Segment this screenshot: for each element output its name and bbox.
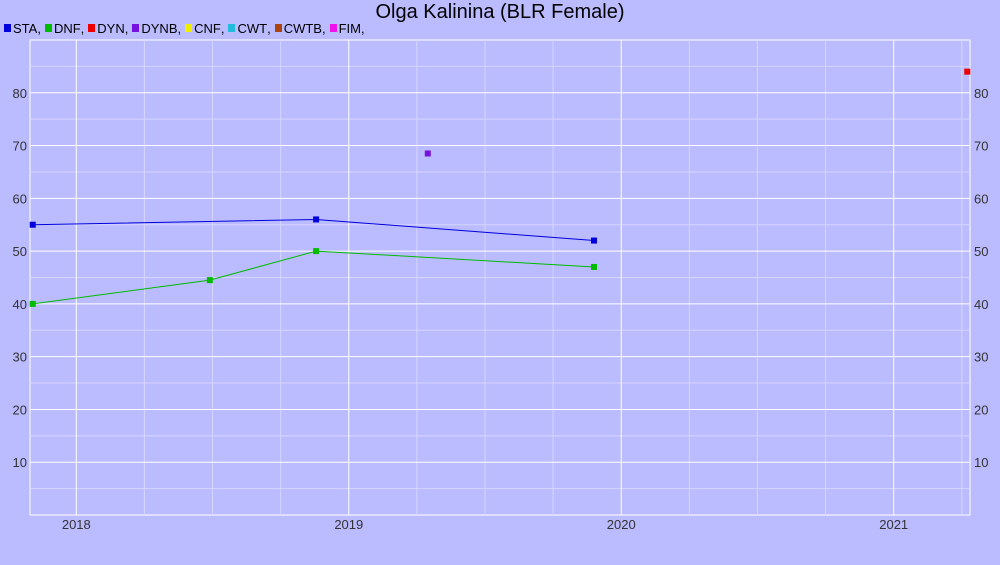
y-tick-label-right: 30 (974, 350, 988, 365)
x-tick-label: 2018 (62, 517, 91, 532)
legend-label: DYN (97, 20, 125, 36)
data-point-sta (29, 221, 36, 228)
legend-item-cwtb: CWTB, (274, 20, 326, 36)
y-tick-label-left: 70 (13, 139, 27, 154)
y-tick-label-left: 10 (13, 455, 27, 470)
legend-label: DYNB (141, 20, 178, 36)
y-tick-label-left: 20 (13, 402, 27, 417)
legend-swatch (4, 24, 11, 32)
data-point-dynb (424, 150, 431, 157)
series-line-dnf (32, 250, 595, 305)
y-tick-label-right: 50 (974, 244, 988, 259)
x-tick-label: 2021 (879, 517, 908, 532)
legend-item-dynb: DYNB, (132, 21, 181, 36)
legend-separator: , (124, 20, 129, 36)
legend-label: CNF (194, 20, 221, 36)
y-tick-label-left: 40 (13, 297, 27, 312)
legend-item-cnf: CNF, (185, 21, 224, 36)
grid (30, 40, 970, 515)
data-point-dnf (206, 277, 213, 284)
legend-label: CWT (237, 20, 268, 36)
legend-label: DNF (53, 20, 81, 36)
y-tick-label-right: 70 (974, 139, 988, 154)
y-tick-label-left: 50 (13, 244, 27, 259)
legend-item-dyn: DYN, (88, 21, 128, 36)
legend-separator: , (321, 20, 326, 36)
legend-item-sta: STA, (4, 21, 41, 36)
legend-label: FIM (338, 20, 361, 36)
y-tick-label-left: 80 (13, 86, 27, 101)
legend-swatch (185, 24, 193, 32)
legend-label: STA (13, 20, 38, 36)
y-tick-label-right: 80 (974, 86, 988, 101)
y-tick-label-left: 60 (13, 191, 27, 206)
data-point-dnf (591, 263, 597, 270)
legend-separator: , (361, 20, 365, 36)
legend-swatch (274, 24, 282, 32)
data-point-dnf (29, 300, 36, 307)
y-tick-label-left: 30 (13, 350, 27, 365)
data-point-sta (591, 237, 597, 244)
data-point-sta (313, 216, 320, 223)
series-layer (29, 68, 971, 307)
legend-separator: , (177, 20, 182, 36)
y-tick-label-right: 40 (974, 297, 988, 312)
legend-swatch (132, 24, 140, 32)
chart-title: Olga Kalinina (BLR Female) (375, 1, 625, 23)
data-point-dnf (313, 248, 320, 255)
legend-swatch (44, 24, 52, 32)
legend-item-cwt: CWT, (228, 20, 271, 36)
legend-separator: , (267, 20, 271, 36)
legend-separator: , (80, 20, 85, 36)
legend-item-dnf: DNF, (44, 20, 85, 36)
y-tick-label-right: 20 (974, 402, 988, 417)
legend-swatch (88, 24, 96, 32)
y-tick-label-right: 10 (974, 455, 988, 470)
legend-separator: , (37, 20, 41, 36)
data-point-dyn (964, 68, 971, 75)
legend-swatch (228, 24, 236, 32)
y-tick-label-right: 60 (974, 191, 988, 206)
legend-item-fim: FIM, (329, 20, 365, 36)
legend: STA, DNF, DYN, DYNB, CNF, CWT, CWTB, FIM, (4, 20, 369, 36)
legend-label: CWTB (283, 20, 322, 36)
legend-separator: , (220, 20, 225, 36)
x-tick-label: 2020 (607, 517, 636, 532)
x-tick-label: 2019 (334, 517, 363, 532)
legend-swatch (329, 24, 337, 32)
